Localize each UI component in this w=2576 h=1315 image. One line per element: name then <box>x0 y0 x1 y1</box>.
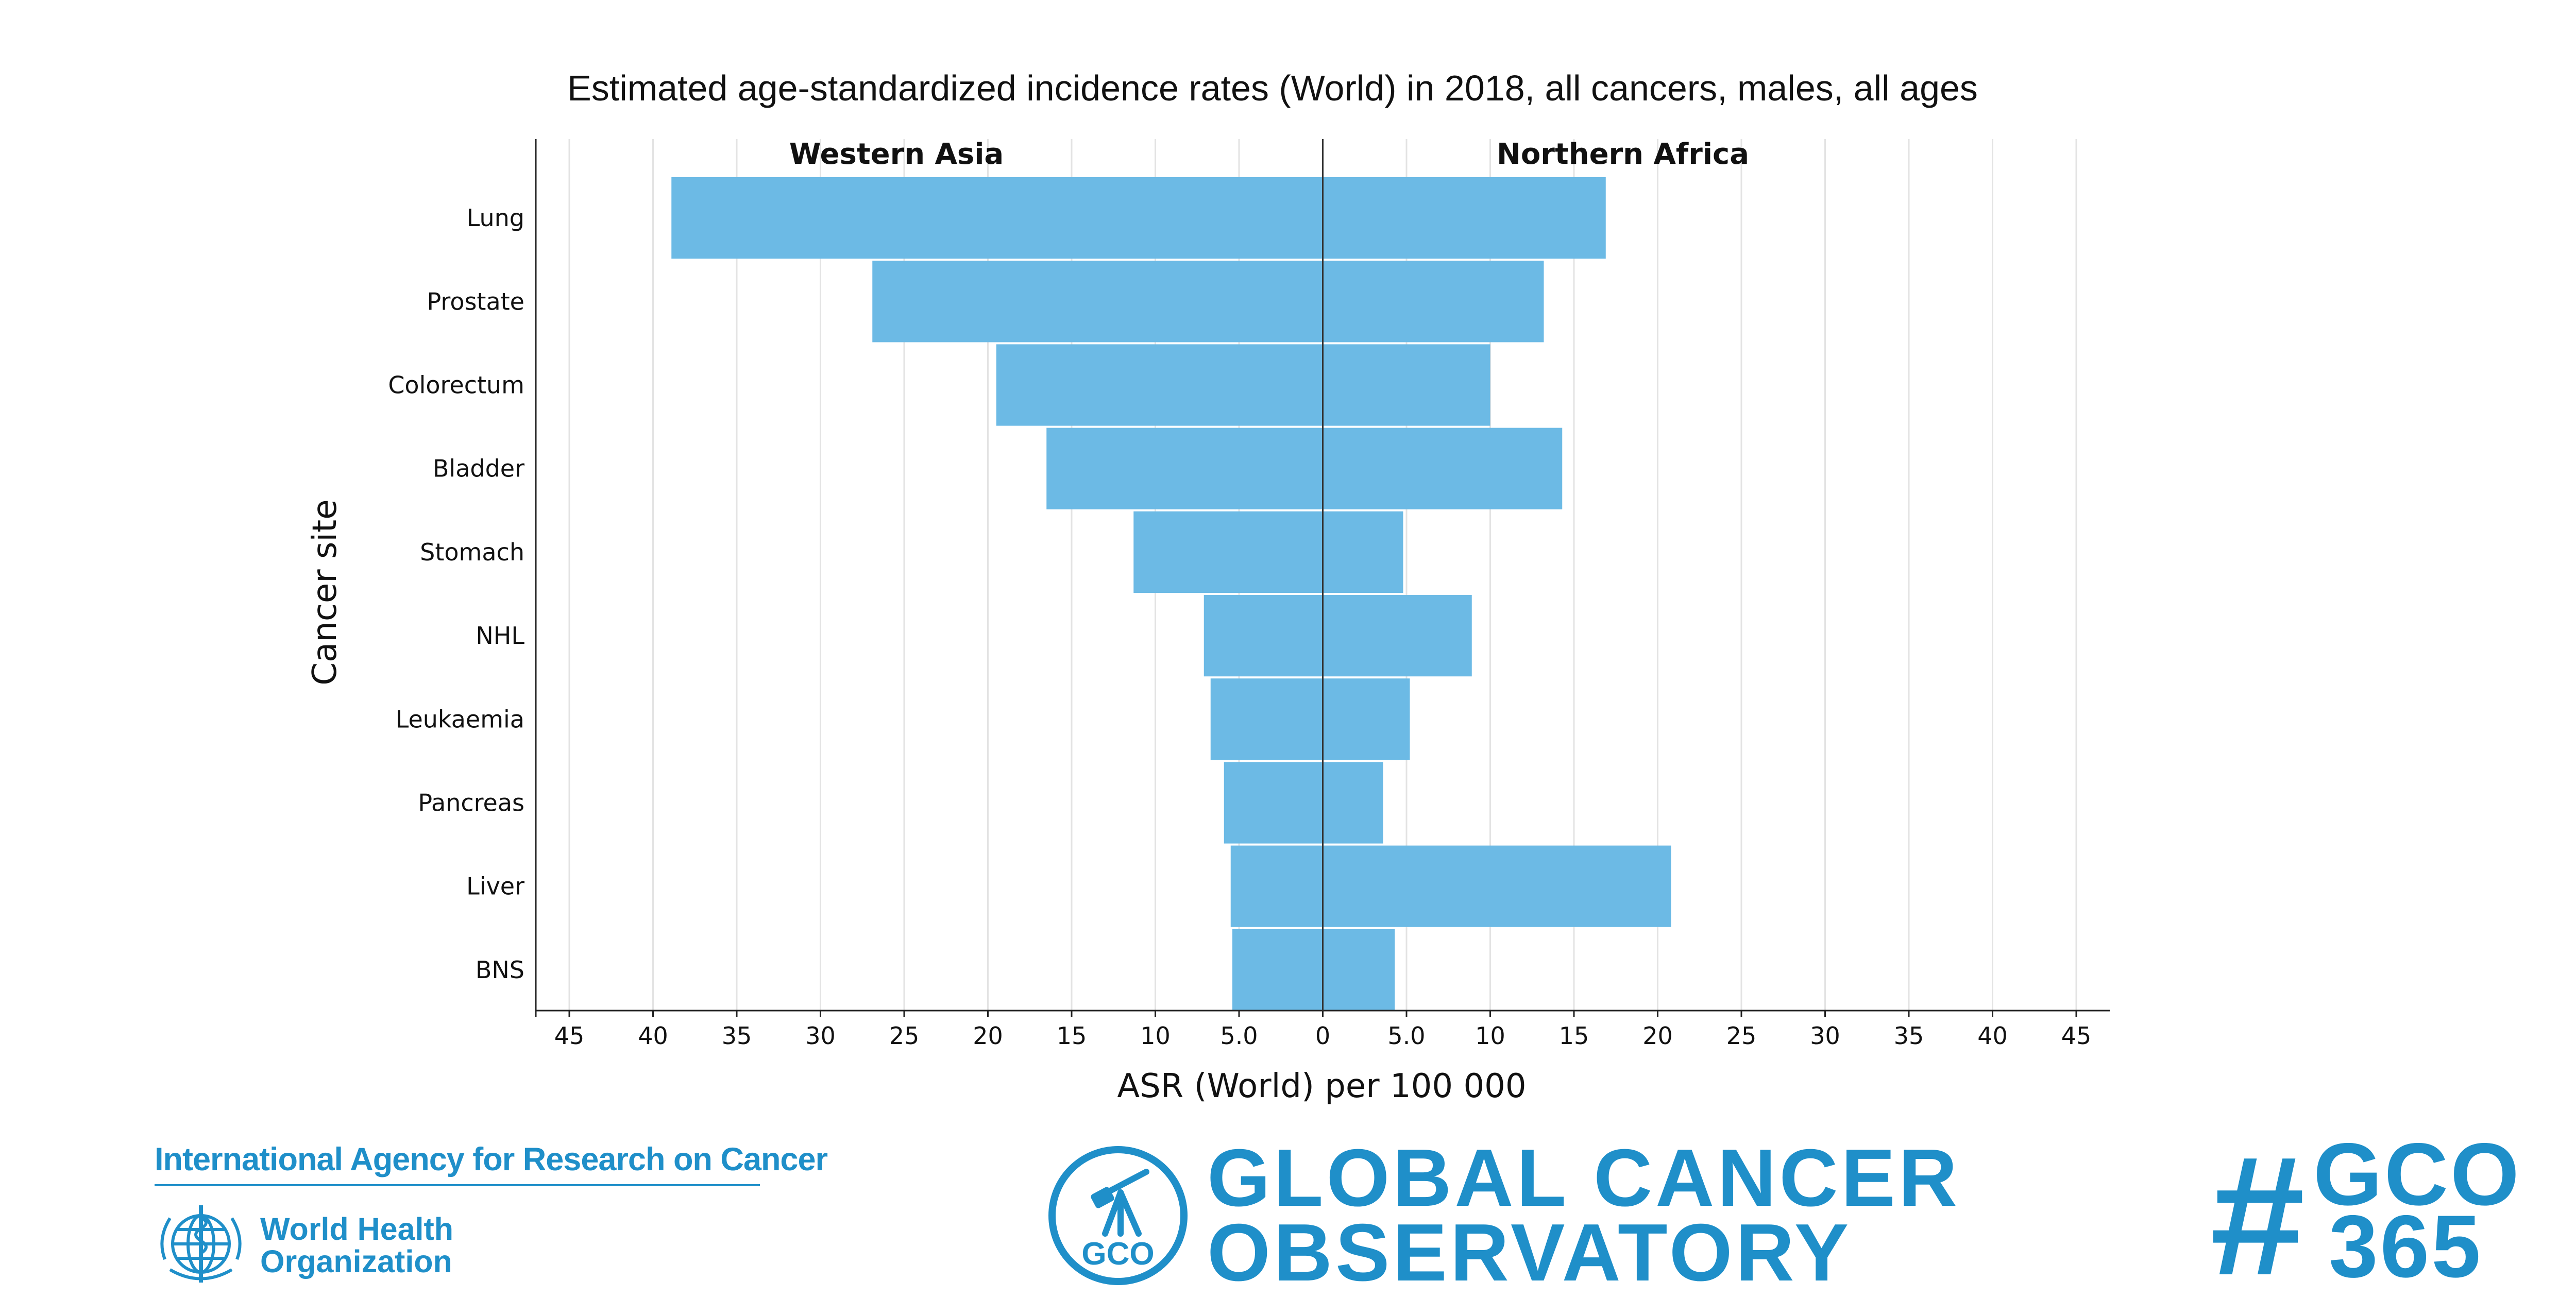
bar-right <box>1323 428 1563 509</box>
x-tick-label: 15 <box>1057 1022 1087 1050</box>
x-tick-label: 15 <box>1559 1022 1589 1050</box>
category-label: Leukaemia <box>396 705 524 733</box>
hashtag-line-1: GCO <box>2313 1125 2521 1224</box>
x-tick-label: 40 <box>638 1022 668 1050</box>
category-label: Colorectum <box>388 371 524 399</box>
bar-right <box>1323 177 1606 259</box>
x-tick-label: 10 <box>1140 1022 1171 1050</box>
who-name: World Health Organization <box>260 1213 453 1278</box>
series-label-right: Northern Africa <box>1497 138 1749 171</box>
iarc-divider <box>155 1184 760 1186</box>
gco-wordmark: GLOBAL CANCER OBSERVATORY <box>1207 1133 1960 1298</box>
bar-left <box>1232 929 1323 1011</box>
who-line-1: World Health <box>260 1211 454 1246</box>
category-label: Lung <box>467 204 524 232</box>
chart-title: Estimated age-standardized incidence rat… <box>567 68 1978 108</box>
bar-left <box>1204 595 1323 677</box>
bar-right <box>1323 595 1472 677</box>
y-axis-title: Cancer site <box>306 499 344 685</box>
x-tick-label: 45 <box>2061 1022 2092 1050</box>
bar-right <box>1323 845 1671 927</box>
bar-right <box>1323 762 1383 844</box>
x-tick-label: 45 <box>554 1022 585 1050</box>
iarc-logo: International Agency for Research on Can… <box>155 1141 828 1186</box>
bar-left <box>1133 511 1323 593</box>
bar-left <box>996 344 1323 426</box>
gco-badge-text: GCO <box>1081 1236 1154 1272</box>
category-label: NHL <box>476 622 524 650</box>
category-label: Prostate <box>427 287 524 315</box>
x-tick-label: 20 <box>1642 1022 1673 1050</box>
x-tick-label: 25 <box>1726 1022 1757 1050</box>
chart: Lung Prostate Colorectum Bladder Stomach NHL L… <box>306 68 2110 1105</box>
bar-left <box>671 177 1323 259</box>
x-tick-label: 30 <box>1810 1022 1840 1050</box>
x-tick-label: 35 <box>722 1022 752 1050</box>
bar-right <box>1323 344 1490 426</box>
category-label: Stomach <box>420 538 524 566</box>
x-tick-label: 35 <box>1894 1022 1924 1050</box>
x-tick-label: 10 <box>1475 1022 1505 1050</box>
series-label-left: Western Asia <box>789 138 1004 171</box>
bar-right <box>1323 511 1403 593</box>
bar-right <box>1323 678 1410 760</box>
gco-line-1: GLOBAL CANCER <box>1207 1133 1960 1223</box>
telescope-badge-icon: GCO <box>1048 1146 1188 1285</box>
x-axis-title: ASR (World) per 100 000 <box>1117 1067 1526 1105</box>
category-label: BNS <box>476 956 524 984</box>
iarc-name: International Agency for Research on Can… <box>155 1141 828 1177</box>
x-tick-label: 25 <box>889 1022 920 1050</box>
bar-left <box>1224 762 1323 844</box>
bar-right <box>1323 929 1395 1011</box>
x-tick-label: 20 <box>973 1022 1003 1050</box>
bar-left <box>1230 845 1323 927</box>
bar-right <box>1323 261 1544 343</box>
x-tick-label: 5.0 <box>1220 1022 1258 1050</box>
bar-left <box>1046 428 1323 509</box>
bar-left <box>1210 678 1323 760</box>
x-tick-label: 30 <box>805 1022 836 1050</box>
x-tick-label: 0 <box>1315 1022 1330 1050</box>
hashtag-line-2: 365 <box>2329 1197 2483 1296</box>
hashtag-symbol: # <box>2210 1120 2305 1310</box>
x-tick-label: 5.0 <box>1387 1022 1425 1050</box>
x-tick-label: 40 <box>1977 1022 2008 1050</box>
who-emblem-icon <box>160 1205 242 1283</box>
category-label: Bladder <box>433 455 524 483</box>
bar-left <box>872 261 1323 343</box>
who-line-2: Organization <box>260 1244 452 1279</box>
gco-line-2: OBSERVATORY <box>1207 1207 1852 1298</box>
category-label: Pancreas <box>418 789 524 817</box>
who-logo: World Health Organization <box>155 1198 618 1290</box>
category-label: Liver <box>466 873 524 900</box>
gco-logo: GCO GLOBAL CANCER OBSERVATORY <box>1043 1137 1957 1295</box>
